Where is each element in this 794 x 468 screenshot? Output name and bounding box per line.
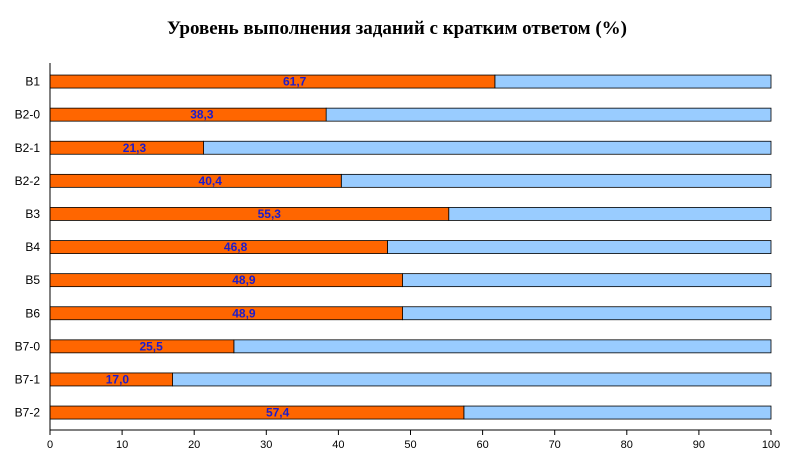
- data-label: 61,7: [283, 75, 307, 89]
- x-tick-label: 60: [476, 439, 488, 451]
- remainder-bar: [494, 74, 772, 89]
- category-label: B1: [25, 75, 40, 89]
- x-tick-label: 90: [693, 439, 705, 451]
- x-tick-label: 0: [47, 439, 53, 451]
- x-tick-label: 50: [404, 439, 416, 451]
- x-tick-label: 70: [549, 439, 561, 451]
- value-bar: [49, 107, 327, 122]
- remainder-bar: [387, 240, 772, 254]
- remainder-bar: [463, 405, 772, 420]
- value-bar: [49, 306, 403, 321]
- category-label: B7-2: [15, 406, 41, 420]
- category-label: B2-0: [15, 108, 41, 122]
- value-bar: [49, 240, 388, 254]
- data-label: 25,5: [139, 339, 163, 353]
- remainder-bar: [203, 140, 772, 155]
- x-tick-label: 100: [762, 439, 780, 451]
- category-label: B4: [25, 240, 40, 254]
- data-label: 38,3: [190, 108, 214, 122]
- data-label: 57,4: [266, 406, 290, 420]
- data-label: 17,0: [106, 372, 130, 386]
- x-tick-label: 20: [188, 439, 200, 451]
- remainder-bar: [172, 372, 772, 387]
- data-label: 46,8: [224, 240, 248, 254]
- category-label: B6: [25, 306, 40, 320]
- remainder-bar: [402, 306, 772, 321]
- category-label: B2-2: [15, 174, 41, 188]
- category-label: B2-1: [15, 141, 41, 155]
- value-bar: [49, 207, 450, 221]
- remainder-bar: [448, 207, 772, 221]
- remainder-bar: [233, 339, 772, 354]
- category-label: B5: [25, 273, 40, 287]
- data-label: 48,9: [232, 306, 256, 320]
- value-bar: [49, 74, 496, 89]
- category-label: B7-1: [15, 372, 41, 386]
- x-tick-label: 30: [260, 439, 272, 451]
- data-label: 40,4: [199, 174, 223, 188]
- data-label: 21,3: [123, 141, 147, 155]
- category-label: B3: [25, 207, 40, 221]
- remainder-bar: [325, 107, 772, 122]
- remainder-bar: [402, 273, 772, 288]
- chart-title: Уровень выполнения заданий с кратким отв…: [167, 18, 627, 39]
- data-label: 55,3: [258, 207, 282, 221]
- category-label: B7-0: [15, 339, 41, 353]
- value-bar: [49, 273, 403, 288]
- data-label: 48,9: [232, 273, 256, 287]
- remainder-bar: [340, 173, 772, 188]
- x-tick-label: 80: [621, 439, 633, 451]
- value-bar: [49, 173, 342, 188]
- x-tick-label: 10: [116, 439, 128, 451]
- value-bar: [49, 405, 465, 420]
- x-tick-label: 40: [332, 439, 344, 451]
